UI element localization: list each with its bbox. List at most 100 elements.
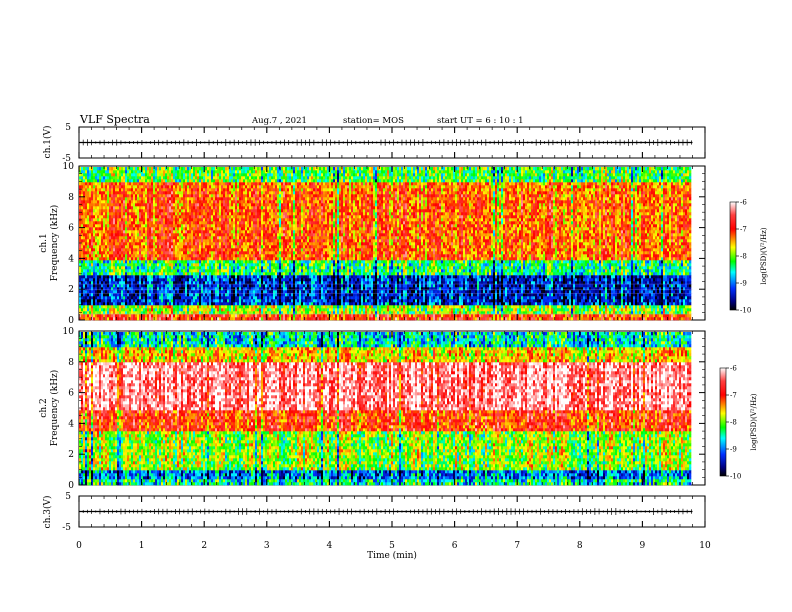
spectrogram-cell [235, 173, 238, 177]
spectrogram-cell [91, 266, 94, 270]
spectrogram-cell [263, 311, 266, 315]
spectrogram-cell [227, 179, 230, 183]
spectrogram-cell [253, 176, 256, 180]
spectrogram-cell [155, 263, 158, 267]
spectrogram-cell [265, 248, 268, 252]
spectrogram-cell [187, 245, 190, 249]
spectrogram-cell [191, 272, 194, 276]
spectrogram-cell [95, 311, 98, 315]
spectrogram-cell [269, 203, 272, 207]
spectrogram-cell [189, 188, 192, 192]
spectrogram-cell [137, 293, 140, 297]
spectrogram-cell [217, 284, 220, 288]
spectrogram-cell [211, 290, 214, 294]
spectrogram-cell [227, 200, 230, 204]
spectrogram-cell [243, 269, 246, 273]
spectrogram-cell [85, 302, 88, 306]
spectrogram-cell [145, 191, 148, 195]
spectrogram-cell [103, 212, 106, 216]
spectrogram-cell [161, 254, 164, 258]
spectrogram-cell [189, 311, 192, 315]
spectrogram-cell [187, 260, 190, 264]
spectrogram-cell [233, 266, 236, 270]
spectrogram-cell [265, 302, 268, 306]
spectrogram-cell [87, 245, 90, 249]
spectrogram-cell [147, 173, 150, 177]
spectrogram-cell [155, 239, 158, 243]
spectrogram-cell [265, 170, 268, 174]
spectrogram-cell [95, 290, 98, 294]
spectrogram-cell [135, 206, 138, 210]
spectrogram-cell [235, 263, 238, 267]
spectrogram-cell [213, 254, 216, 258]
spectrogram-cell [165, 275, 168, 279]
spectrogram-cell [271, 305, 274, 309]
spectrogram-cell [259, 170, 262, 174]
spectrogram-cell [217, 299, 220, 303]
spectrogram-cell [165, 296, 168, 300]
spectrogram-cell [131, 218, 134, 222]
spectrogram-cell [141, 236, 144, 240]
spectrogram-cell [271, 185, 274, 189]
spectrogram-cell [191, 179, 194, 183]
spectrogram-cell [259, 167, 262, 171]
spectrogram-cell [171, 194, 174, 198]
spectrogram-cell [265, 290, 268, 294]
spectrogram-cell [153, 236, 156, 240]
spectrogram-cell [79, 305, 82, 309]
spectrogram-cell [255, 305, 258, 309]
spectrogram-cell [183, 236, 186, 240]
spectrogram-cell [165, 248, 168, 252]
spectrogram-cell [105, 230, 108, 234]
spectrogram-cell [129, 263, 132, 267]
spectrogram-cell [187, 278, 190, 282]
spectrogram-cell [159, 230, 162, 234]
spectrogram-cell [139, 257, 142, 261]
spectrogram-cell [267, 254, 270, 258]
spectrogram-cell [93, 287, 96, 291]
spectrogram-cell [221, 239, 224, 243]
spectrogram-cell [237, 179, 240, 183]
spectrogram-cell [163, 284, 166, 288]
spectrogram-cell [179, 317, 182, 321]
spectrogram-cell [237, 257, 240, 261]
spectrogram-cell [171, 233, 174, 237]
spectrogram-cell [95, 254, 98, 258]
spectrogram-cell [247, 248, 250, 252]
spectrogram-cell [151, 260, 154, 264]
spectrogram-cell [219, 257, 222, 261]
spectrogram-cell [113, 230, 116, 234]
spectrogram-cell [151, 224, 154, 228]
spectrogram-cell [151, 191, 154, 195]
spectrogram-cell [79, 242, 82, 246]
spectrogram-cell [183, 284, 186, 288]
spectrogram-cell [239, 287, 242, 291]
spectrogram-cell [117, 236, 120, 240]
spectrogram-cell [153, 191, 156, 195]
spectrogram-cell [227, 296, 230, 300]
spectrogram-cell [241, 224, 244, 228]
spectrogram-cell [115, 179, 118, 183]
spectrogram-cell [241, 239, 244, 243]
spectrogram-cell [239, 242, 242, 246]
spectrogram-cell [83, 263, 86, 267]
spectrogram-cell [81, 308, 84, 312]
spectrogram-cell [273, 203, 276, 207]
spectrogram-cell [83, 317, 86, 321]
spectrogram-cell [127, 266, 130, 270]
spectrogram-cell [213, 173, 216, 177]
spectrogram-cell [129, 200, 132, 204]
spectrogram-cell [159, 299, 162, 303]
spectrogram-cell [207, 314, 210, 318]
spectrogram-cell [191, 194, 194, 198]
spectrogram-cell [135, 266, 138, 270]
spectrogram-cell [101, 317, 104, 321]
spectrogram-cell [105, 185, 108, 189]
spectrogram-cell [141, 281, 144, 285]
spectrogram-cell [227, 215, 230, 219]
spectrogram-cell [271, 173, 274, 177]
spectrogram-cell [127, 305, 130, 309]
spectrogram-cell [109, 281, 112, 285]
spectrogram-cell [219, 251, 222, 255]
spectrogram-cell [193, 179, 196, 183]
